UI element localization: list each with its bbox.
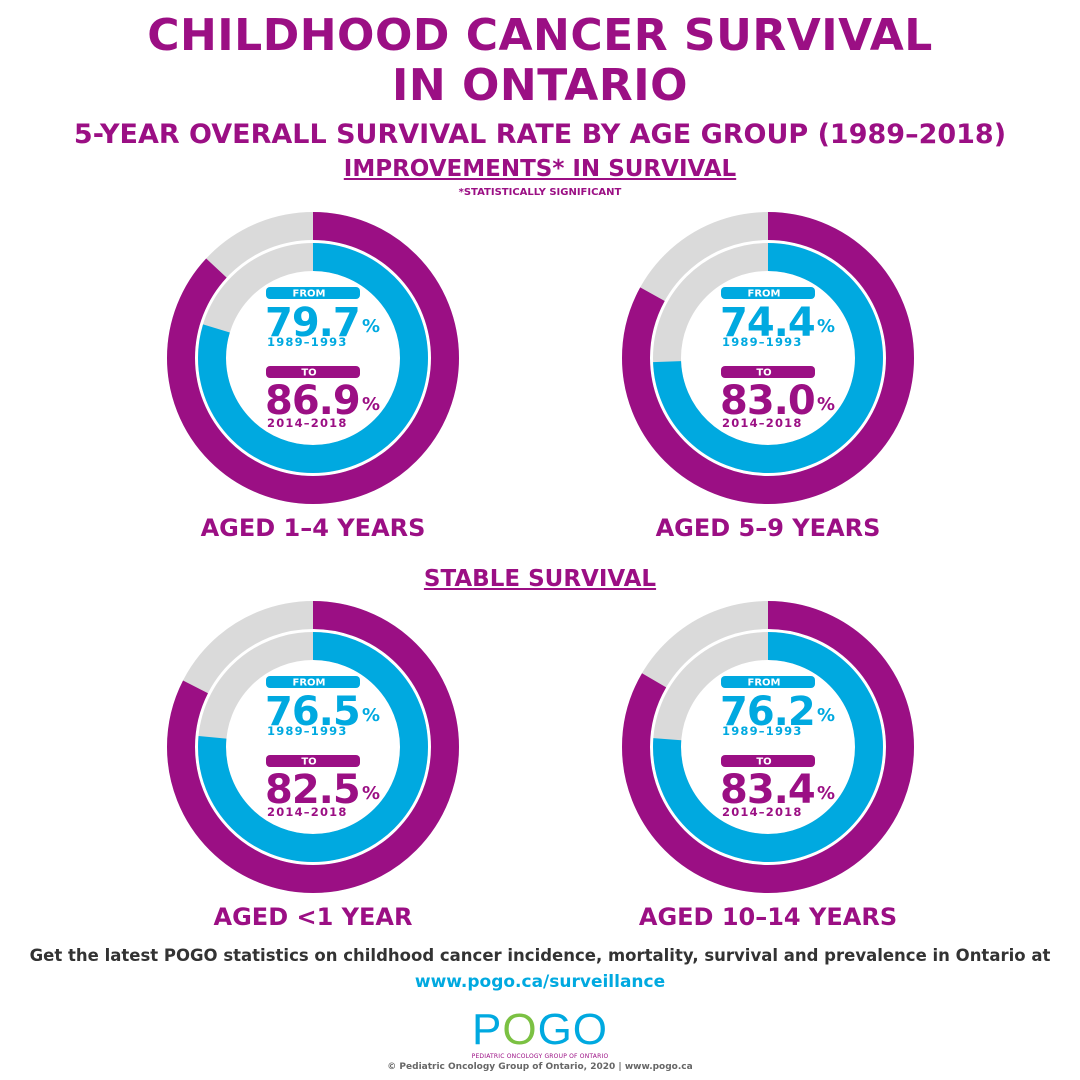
page-title-line-1: CHILDHOOD CANCER SURVIVAL [147, 10, 933, 61]
to-unit: % [362, 783, 380, 804]
donut-outer-arc-to-value [167, 601, 459, 893]
to-period: 2014–2018 [722, 805, 803, 819]
from-unit: % [362, 316, 380, 337]
from-period: 1989–1993 [722, 335, 803, 349]
call-to-action-text: Get the latest POGO statistics on childh… [29, 946, 1051, 965]
section-heading-improvements: IMPROVEMENTS* IN SURVIVAL [343, 156, 737, 182]
page-subtitle: 5-YEAR OVERALL SURVIVAL RATE BY AGE GROU… [73, 119, 1007, 150]
donut-outer-arc-to-value [167, 212, 459, 504]
section-heading-stable: STABLE SURVIVAL [423, 566, 657, 592]
page-title-line-2: IN ONTARIO [391, 60, 689, 111]
surveillance-link[interactable]: www.pogo.ca/surveillance [414, 972, 666, 992]
from-pill-label: FROM [748, 678, 781, 689]
from-pill-label: FROM [748, 289, 781, 300]
to-pill [721, 755, 815, 767]
from-pill [721, 287, 815, 299]
to-unit: % [817, 783, 835, 804]
to-value: 83.0 [720, 378, 815, 424]
from-value: 74.4 [720, 300, 815, 346]
copyright-text: © Pediatric Oncology Group of Ontario, 2… [387, 1062, 693, 1072]
pogo-logo-wordmark: POGO [471, 1005, 609, 1054]
donut-inner-arc-from-value [198, 632, 428, 862]
to-pill-label: TO [301, 368, 316, 379]
from-period: 1989–1993 [722, 724, 803, 738]
to-pill [266, 366, 360, 378]
to-pill-label: TO [301, 757, 316, 768]
age-label-1-4: AGED 1–4 YEARS [200, 514, 426, 542]
donut-inner-arc-from-value [653, 243, 883, 473]
from-pill [721, 676, 815, 688]
to-pill [721, 366, 815, 378]
to-value: 82.5 [265, 767, 360, 813]
from-value: 76.2 [720, 689, 815, 735]
from-unit: % [362, 705, 380, 726]
donut-inner-arc-from-value [653, 632, 883, 862]
donut-inner-arc-from-value [198, 243, 428, 473]
pogo-logo-subtitle: PEDIATRIC ONCOLOGY GROUP OF ONTARIO [471, 1053, 609, 1060]
age-label-5-9: AGED 5–9 YEARS [655, 514, 881, 542]
age-label-10-14: AGED 10–14 YEARS [638, 903, 898, 931]
donut-outer-arc-to-value [622, 212, 914, 504]
from-unit: % [817, 705, 835, 726]
pogo-logo: POGO PEDIATRIC ONCOLOGY GROUP OF ONTARIO [440, 1005, 640, 1061]
from-pill-label: FROM [293, 678, 326, 689]
to-pill-label: TO [756, 757, 771, 768]
age-label-under-1: AGED <1 YEAR [213, 903, 413, 931]
to-pill-label: TO [756, 368, 771, 379]
to-pill [266, 755, 360, 767]
to-value: 86.9 [265, 378, 360, 424]
from-value: 79.7 [265, 300, 360, 346]
to-unit: % [817, 394, 835, 415]
from-unit: % [817, 316, 835, 337]
from-pill-label: FROM [293, 289, 326, 300]
from-period: 1989–1993 [267, 724, 348, 738]
from-pill [266, 676, 360, 688]
from-period: 1989–1993 [267, 335, 348, 349]
to-value: 83.4 [720, 767, 815, 813]
footnote: *STATISTICALLY SIGNIFICANT [458, 187, 622, 198]
to-unit: % [362, 394, 380, 415]
donut-outer-arc-to-value [622, 601, 914, 893]
to-period: 2014–2018 [722, 416, 803, 430]
from-pill [266, 287, 360, 299]
to-period: 2014–2018 [267, 416, 348, 430]
from-value: 76.5 [265, 689, 360, 735]
to-period: 2014–2018 [267, 805, 348, 819]
